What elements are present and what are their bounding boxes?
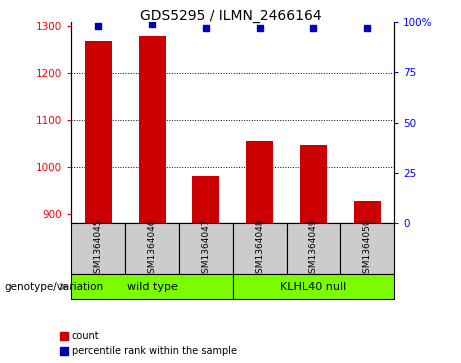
Text: GSM1364048: GSM1364048 — [255, 219, 264, 279]
Bar — [71, 274, 233, 299]
Text: GSM1364045: GSM1364045 — [94, 219, 103, 279]
Bar — [354, 201, 381, 223]
Bar — [340, 223, 394, 274]
Bar — [287, 223, 340, 274]
Text: genotype/variation: genotype/variation — [5, 282, 104, 293]
Bar — [193, 176, 219, 223]
Text: GSM1364049: GSM1364049 — [309, 219, 318, 279]
Text: GSM1364050: GSM1364050 — [363, 218, 372, 279]
Bar — [125, 223, 179, 274]
Bar — [71, 223, 125, 274]
Text: GSM1364046: GSM1364046 — [148, 219, 157, 279]
Bar — [139, 36, 165, 223]
Bar — [179, 223, 233, 274]
Text: GSM1364047: GSM1364047 — [201, 219, 210, 279]
Text: GDS5295 / ILMN_2466164: GDS5295 / ILMN_2466164 — [140, 9, 321, 23]
Bar — [300, 144, 327, 223]
Text: KLHL40 null: KLHL40 null — [280, 282, 347, 292]
Bar — [246, 141, 273, 223]
Legend: count, percentile rank within the sample: count, percentile rank within the sample — [60, 331, 237, 356]
Bar — [233, 223, 287, 274]
Bar — [233, 274, 394, 299]
Bar — [85, 41, 112, 223]
Text: wild type: wild type — [127, 282, 177, 292]
